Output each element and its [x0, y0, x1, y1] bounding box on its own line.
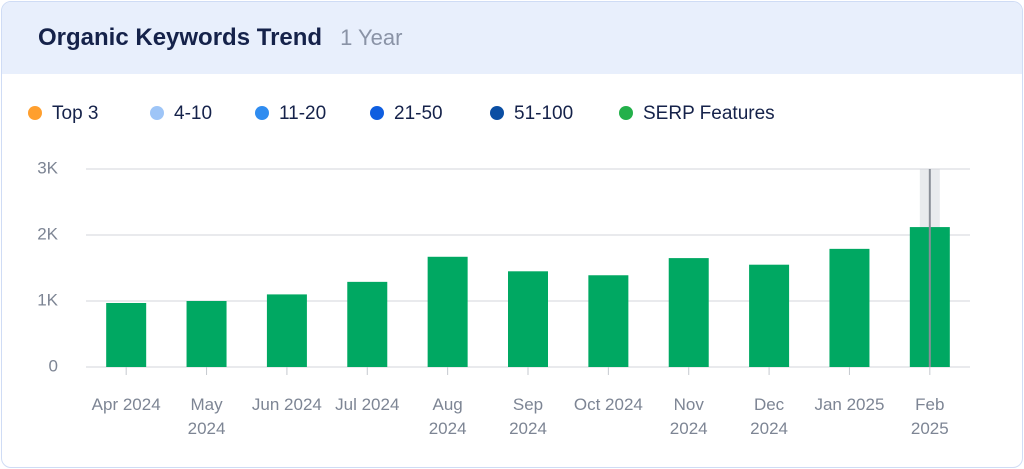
bar: [588, 275, 629, 367]
legend-item[interactable]: 4-10: [150, 103, 212, 124]
bar: [106, 302, 147, 367]
legend-dot: [490, 106, 504, 120]
legend-item[interactable]: 11-20: [255, 103, 326, 124]
x-tick-label: Jul 2024: [335, 395, 400, 414]
legend-label: 51-100: [514, 103, 573, 124]
bar: [266, 294, 307, 367]
legend-item[interactable]: 51-100: [490, 103, 573, 124]
legend-dot: [28, 106, 42, 120]
legend-label: SERP Features: [643, 103, 775, 124]
x-tick-label: Aug 2024: [428, 395, 467, 438]
bar: [508, 271, 548, 367]
x-tick-label: Feb 2025: [910, 395, 949, 438]
legend-label: 11-20: [279, 103, 326, 124]
x-tick-label: Oct 2024: [573, 395, 643, 414]
legend-item[interactable]: Top 3: [28, 103, 98, 124]
y-tick-label: 2K: [37, 224, 58, 243]
x-tick-label: Apr 2024: [91, 395, 161, 414]
bar: [829, 248, 870, 367]
y-tick-label: 3K: [37, 158, 58, 177]
x-tick-label: May 2024: [187, 395, 226, 438]
legend-item[interactable]: SERP Features: [619, 103, 775, 124]
y-tick-label: 0: [49, 356, 58, 375]
bar: [749, 264, 790, 367]
bar: [186, 301, 227, 367]
legend-dot: [370, 106, 384, 120]
x-tick-label: Dec 2024: [750, 395, 788, 438]
legend-item[interactable]: 21-50: [370, 103, 443, 124]
x-tick-label: Sep 2024: [509, 395, 547, 438]
x-tick-label: Jun 2024: [251, 395, 322, 414]
legend-dot: [619, 106, 633, 120]
x-tick-label: Nov 2024: [669, 395, 708, 438]
widget-header: Organic Keywords Trend 1 Year: [2, 2, 1022, 74]
bar: [347, 281, 388, 367]
bar: [668, 258, 709, 367]
chart-title: Organic Keywords Trend: [38, 24, 323, 51]
legend-dot: [255, 106, 269, 120]
y-tick-label: 1K: [37, 290, 58, 309]
legend-label: 4-10: [174, 103, 212, 124]
legend-label: Top 3: [52, 103, 98, 124]
x-tick-label: Jan 2025: [814, 395, 885, 414]
bar: [427, 256, 468, 367]
legend-label: 21-50: [394, 103, 443, 124]
legend-dot: [150, 106, 164, 120]
chart-subtitle[interactable]: 1 Year: [340, 25, 403, 50]
